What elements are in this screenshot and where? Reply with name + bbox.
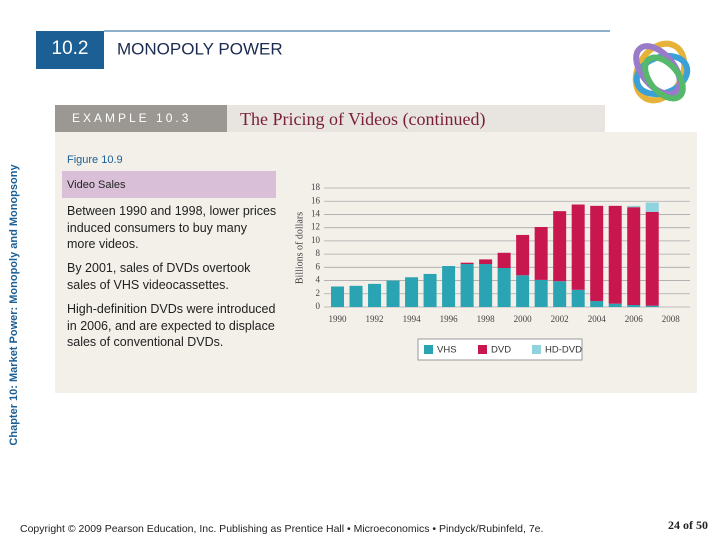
bar-segment (497, 252, 511, 268)
bar-segment (627, 207, 641, 306)
legend-swatch (478, 345, 487, 354)
bar-segment (553, 211, 567, 282)
caption-band (62, 171, 276, 198)
bar-segment (349, 285, 363, 307)
legend-box (417, 338, 583, 361)
bar-segment (590, 205, 604, 302)
paragraph: High-definition DVDs were introduced in … (67, 302, 276, 349)
section-box (36, 31, 104, 69)
bar-segment (608, 303, 622, 307)
bar-segment (571, 289, 585, 307)
x-tick-label: 1992 (366, 314, 384, 324)
y-tick-label: 0 (316, 301, 321, 311)
y-tick-label: 8 (316, 248, 321, 258)
bar-segment (497, 267, 511, 307)
y-tick-label: 2 (316, 288, 321, 298)
legend-swatch (424, 345, 433, 354)
legend-label: DVD (491, 345, 511, 356)
y-tick-label: 12 (311, 222, 320, 232)
x-tick-label: 2008 (662, 314, 681, 324)
y-tick-label: 16 (311, 195, 321, 205)
x-tick-label: 1998 (477, 314, 496, 324)
paragraph: Between 1990 and 1998, lower prices indu… (67, 204, 277, 251)
bar-segment (645, 202, 659, 212)
x-tick-label: 1996 (440, 314, 459, 324)
bar-segment (534, 227, 548, 280)
bar-segment (627, 205, 641, 208)
x-tick-label: 1994 (403, 314, 422, 324)
bar-segment (331, 286, 345, 307)
bar-segment (479, 264, 493, 307)
copyright: Copyright © 2009 Pearson Education, Inc.… (20, 523, 543, 535)
bar-segment (534, 279, 548, 307)
legend-label: HD-DVD (545, 345, 582, 356)
x-tick-label: 2004 (588, 314, 607, 324)
example-tag (55, 105, 227, 132)
side-label: Chapter 10: Market Power: Monopoly and M… (8, 164, 20, 446)
bar-segment (516, 275, 530, 307)
bar-segment (590, 301, 604, 307)
example-label: EXAMPLE 10.3 (72, 111, 191, 125)
bar-segment (553, 281, 567, 307)
bar-segment (386, 280, 400, 307)
bar-segment (645, 211, 659, 306)
section-title: MONOPOLY POWER (117, 39, 283, 58)
paragraph: By 2001, sales of DVDs overtook sales of… (67, 261, 251, 292)
logo (632, 40, 691, 104)
y-tick-label: 14 (311, 209, 321, 219)
bar-segment (571, 204, 585, 290)
bar-segment (423, 273, 437, 307)
bar-segment (479, 259, 493, 265)
y-tick-label: 10 (311, 235, 321, 245)
x-tick-label: 2006 (625, 314, 644, 324)
bar-segment (442, 266, 456, 307)
bar-segment (608, 205, 622, 304)
bar-segment (368, 283, 382, 307)
x-tick-label: 1990 (329, 314, 348, 324)
bar-segment (645, 305, 659, 307)
x-tick-label: 2000 (514, 314, 533, 324)
y-axis-label: Billions of dollars (294, 212, 305, 284)
section-number: 10.2 (52, 38, 89, 59)
figure-caption: Video Sales (67, 179, 126, 191)
page-number: 24 of 50 (668, 518, 708, 532)
y-tick-label: 6 (316, 261, 321, 271)
y-tick-label: 4 (316, 275, 321, 285)
bar-segment (460, 264, 474, 307)
bar-segment (516, 234, 530, 276)
y-tick-label: 18 (311, 182, 321, 192)
bar-segment (405, 277, 419, 307)
bar-segment (460, 262, 474, 265)
bar-segment (627, 305, 641, 307)
legend-swatch (532, 345, 541, 354)
example-title: The Pricing of Videos (continued) (240, 109, 486, 130)
figure-label: Figure 10.9 (67, 154, 123, 166)
x-tick-label: 2002 (551, 314, 569, 324)
legend-label: VHS (437, 345, 457, 356)
